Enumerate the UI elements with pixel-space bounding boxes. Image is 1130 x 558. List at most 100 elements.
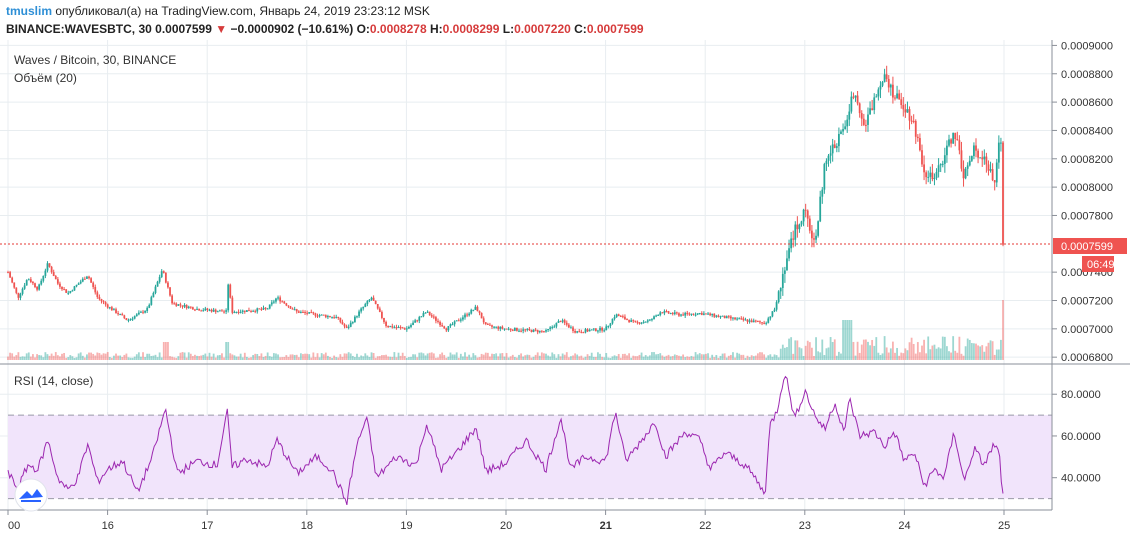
candle-body (788, 248, 790, 259)
username-link[interactable]: tmuslim (6, 4, 53, 18)
time-axis[interactable]: 00 16 17 18 19 20 21 22 23 24 25 (7, 510, 1010, 532)
candle-body (783, 270, 786, 274)
candle-body (505, 328, 508, 330)
volume-bar (617, 353, 620, 360)
candle-body (90, 278, 92, 283)
time-tick-label: 23 (799, 520, 811, 532)
volume-bar (599, 353, 601, 360)
candle-body (935, 171, 938, 178)
candle-body (690, 313, 693, 315)
candle-body (927, 176, 930, 178)
volume-bar (835, 355, 838, 360)
volume-bar (567, 357, 570, 360)
volume-bar (229, 353, 232, 360)
volume-bar (551, 352, 554, 360)
candle-body (339, 317, 342, 322)
candle-body (125, 318, 128, 321)
price-chart[interactable]: 0.0009000 0.0008800 0.0008600 0.0008400 0.00… (0, 40, 1130, 558)
volume-bar (476, 357, 479, 360)
candle-body (584, 329, 587, 333)
volume-bar (817, 351, 820, 360)
candle-body (245, 310, 248, 312)
candle-body (250, 311, 252, 313)
candle-body (7, 272, 9, 274)
candle-body (877, 89, 880, 97)
candle-body (277, 297, 279, 299)
price-axis[interactable]: 0.0009000 0.0008800 0.0008600 0.0008400 0.00… (1052, 40, 1113, 364)
price-tick-label: 0.0009000 (1061, 40, 1113, 52)
volume-bar (615, 356, 618, 360)
candle-body (607, 325, 610, 327)
volume-bar (887, 352, 890, 360)
volume-bar (123, 354, 126, 360)
candle-body (102, 301, 105, 303)
volume-bar (121, 357, 124, 360)
candle-body (543, 331, 545, 333)
candle-body (838, 133, 840, 147)
candle-body (408, 326, 410, 329)
candle-body (966, 165, 969, 169)
volume-bar (979, 346, 982, 360)
tradingview-logo-icon[interactable] (14, 478, 48, 512)
volume-bar (164, 342, 167, 360)
volume-bar (54, 352, 57, 360)
volume-bar (511, 354, 514, 360)
candle-body (204, 308, 207, 311)
candle-body (638, 322, 641, 324)
volume-bar (825, 348, 828, 360)
volume-bar (651, 352, 653, 360)
candle-body (865, 124, 867, 126)
volume-bar (906, 350, 909, 360)
candle-body (518, 330, 520, 332)
candle-body (468, 313, 471, 316)
candle-body (486, 323, 489, 325)
change-value: −0.0000902 (−10.61%) (230, 22, 354, 36)
volume-bar (549, 356, 552, 360)
candle-body (653, 316, 655, 320)
volume-bar (19, 356, 22, 360)
candle-body (401, 327, 404, 329)
rsi-axis[interactable]: 80.0000 60.0000 40.0000 (1052, 389, 1101, 485)
volume-bar (601, 356, 603, 360)
open-value: 0.0008278 (369, 22, 427, 36)
candle-body (979, 157, 982, 159)
countdown-badge: 06:49 (1087, 259, 1115, 271)
volume-bar (291, 354, 294, 360)
candle-body (547, 329, 549, 331)
volume-bar (678, 355, 680, 360)
candle-body (621, 316, 624, 318)
volume-bar (320, 353, 323, 360)
candle-body (29, 279, 32, 282)
volume-bar (621, 353, 624, 360)
ohlc-line: BINANCE:WAVESBTC, 30 0.0007599 ▼ −0.0000… (6, 22, 644, 36)
candle-body (1002, 142, 1004, 245)
candle-body (108, 307, 111, 309)
candle-body (466, 314, 468, 316)
candle-body (115, 309, 117, 314)
time-tick-label: 19 (400, 520, 412, 532)
candle-body (806, 210, 809, 219)
volume-bar (605, 352, 608, 360)
volume-bar (32, 354, 34, 360)
candle-body (916, 136, 919, 139)
candle-body (763, 322, 766, 324)
candle-body (825, 160, 828, 165)
volume-bar (331, 357, 333, 360)
volume-bar (879, 354, 882, 360)
candle-body (83, 278, 86, 280)
volume-bar (403, 356, 406, 360)
volume-bar (771, 356, 774, 360)
volume-bar (100, 354, 103, 360)
volume-bar (717, 357, 720, 360)
volume-bar (38, 355, 41, 360)
candle-body (792, 238, 795, 240)
candle-body (337, 316, 340, 318)
volume-bar (707, 353, 709, 360)
volume-bar (310, 357, 313, 360)
candle-body (439, 321, 441, 326)
candle-body (738, 318, 741, 320)
candle-body (302, 311, 304, 313)
volume-bar (775, 355, 778, 360)
candle-body (202, 310, 205, 312)
volume-bar (912, 343, 915, 360)
